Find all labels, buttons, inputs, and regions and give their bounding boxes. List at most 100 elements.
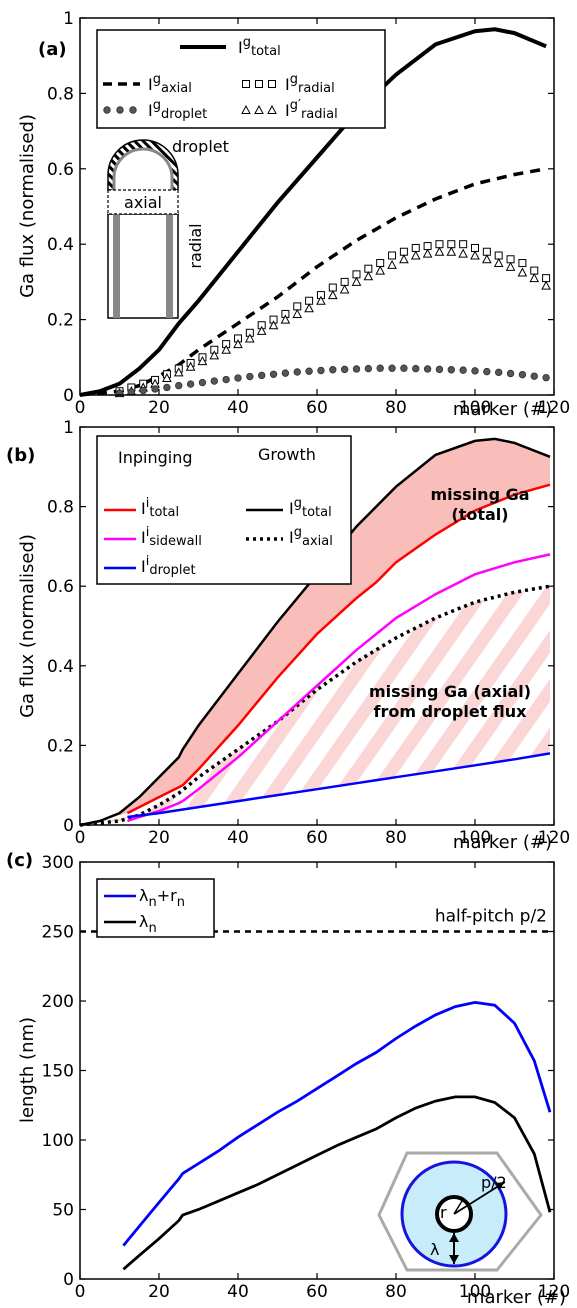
- x-tick-label: 20: [148, 398, 170, 418]
- x-tick-label: 0: [75, 1282, 86, 1302]
- x-tick-label: 20: [148, 1282, 170, 1302]
- data-point-radial-prime: [387, 259, 397, 269]
- panel-a-legend: Igtotal Igaxial Igradial Igdroplet Ig′ra…: [96, 29, 386, 129]
- data-point-radial-prime: [268, 320, 279, 330]
- data-point-radial-prime: [446, 246, 457, 256]
- data-point-droplet: [423, 365, 432, 373]
- data-point-radial: [388, 251, 397, 260]
- y-tick-label: 200: [42, 992, 74, 1012]
- x-tick-label: 100: [459, 1282, 491, 1302]
- data-point-radial: [293, 302, 302, 311]
- data-point-droplet: [234, 374, 242, 382]
- legend-entry-droplet: Igdroplet: [148, 98, 207, 122]
- panel-a-xlabel: marker (#): [453, 399, 552, 420]
- data-point-radial-prime: [458, 248, 468, 258]
- series-line-i_sidewall: [127, 553, 551, 823]
- data-point-radial: [494, 251, 503, 260]
- x-tick-label: 60: [306, 828, 328, 848]
- data-point-droplet: [376, 364, 384, 372]
- data-point-radial-prime: [410, 250, 421, 260]
- data-point-radial-prime: [162, 372, 172, 383]
- y-tick-label: 50: [52, 1201, 74, 1221]
- y-tick-label: 0.2: [47, 311, 74, 331]
- data-point-radial-prime: [245, 333, 255, 343]
- data-point-radial-prime: [256, 325, 267, 335]
- inset-pitch-arrowhead: [495, 1182, 505, 1190]
- panel-a-ylabel: Ga flux (normalised): [17, 114, 38, 298]
- inset-droplet-label: droplet: [172, 137, 229, 156]
- data-point-droplet: [198, 378, 207, 387]
- x-tick-label: 60: [306, 1282, 328, 1302]
- panel-c-legend-box: [96, 878, 215, 938]
- data-point-radial-prime: [185, 361, 196, 371]
- data-point-radial-prime: [173, 367, 184, 377]
- x-tick-label: 0: [75, 828, 86, 848]
- inset-pitch-label: p/2: [481, 1173, 507, 1192]
- panel-b-legend: Inpinging Growth Iitotal Iisidewall Iidr…: [96, 435, 352, 585]
- series-line-i_droplet: [127, 752, 551, 819]
- data-point-radial: [399, 247, 408, 256]
- data-point-droplet: [412, 364, 420, 373]
- data-point-radial: [447, 240, 456, 249]
- data-point-droplet: [246, 372, 254, 381]
- y-tick-label: 0.6: [47, 160, 74, 180]
- panel-c-label: (c): [6, 850, 33, 871]
- y-tick-label: 100: [42, 1131, 74, 1151]
- data-point-radial-prime: [482, 254, 492, 264]
- x-tick-label: 80: [385, 828, 407, 848]
- inset-lambda-arrowhead-bottom: [449, 1255, 459, 1264]
- data-point-droplet: [483, 367, 491, 376]
- panel-a-inset-nanowire: droplet axial radial: [107, 137, 229, 319]
- data-point-radial: [435, 240, 444, 249]
- data-point-droplet: [293, 368, 301, 376]
- data-point-droplet: [471, 367, 479, 375]
- data-point-radial-prime: [470, 250, 480, 260]
- data-point-droplet: [329, 366, 337, 374]
- y-tick-label: 250: [42, 923, 74, 943]
- inset-radius-arrow: [453, 1200, 463, 1215]
- inset-axial-label: axial: [124, 193, 162, 212]
- inset-core-cap: [112, 147, 174, 190]
- y-tick-label: 150: [42, 1062, 74, 1082]
- data-point-radial-prime: [351, 276, 362, 286]
- legend-entry-total: Igtotal: [238, 35, 281, 59]
- data-point-droplet: [151, 385, 159, 393]
- x-tick-label: 100: [459, 828, 491, 848]
- data-point-radial-prime: [197, 356, 208, 366]
- panel-a-label: (a): [38, 39, 67, 60]
- data-point-radial-prime: [267, 104, 277, 114]
- legend-entry-radial: Igradial: [285, 72, 335, 96]
- data-point-radial: [518, 259, 527, 268]
- y-tick-label: 0.4: [47, 235, 74, 255]
- panel-b-xlabel: marker (#): [453, 832, 552, 853]
- y-tick-label: 0.2: [47, 736, 74, 756]
- y-tick-label: 0: [63, 816, 74, 836]
- inset-radial-label: radial: [186, 223, 205, 268]
- data-point-droplet: [400, 364, 408, 372]
- panel-c-xlabel: marker (#): [467, 1287, 566, 1308]
- panel-a-legend-box: [96, 29, 386, 129]
- y-tick-label: 0.8: [47, 84, 74, 104]
- data-point-droplet: [258, 371, 266, 380]
- missing-ga-axial-region: [80, 586, 550, 825]
- series-line-axial: [79, 167, 547, 397]
- data-point-droplet: [317, 366, 325, 375]
- inset-radial-shell-right: [166, 214, 173, 318]
- data-point-droplet: [542, 373, 550, 382]
- data-point-radial-prime: [399, 254, 409, 264]
- data-point-radial: [471, 243, 479, 252]
- data-point-radial: [364, 264, 373, 273]
- data-point-droplet: [388, 364, 396, 372]
- data-point-radial: [482, 247, 491, 256]
- data-point-droplet: [222, 375, 230, 384]
- data-point-radial: [411, 243, 420, 252]
- panel-c-inset-hexagon: p/2 r λ: [377, 1151, 543, 1272]
- data-point-radial-prime: [292, 308, 303, 318]
- half-pitch-label: half-pitch p/2: [435, 907, 547, 927]
- x-tick-label: 100: [459, 398, 491, 418]
- series-line-g_total: [79, 437, 551, 827]
- legend-entry-radial-prime: Ig′radial: [285, 98, 338, 122]
- y-tick-label: 0: [63, 386, 74, 406]
- y-tick-label: 0.8: [47, 498, 74, 518]
- panel-a: (a) 0 20 40 60 80 100 120 0 0.2 0.4 0.6 0.8 1 Ga flu…: [17, 9, 570, 420]
